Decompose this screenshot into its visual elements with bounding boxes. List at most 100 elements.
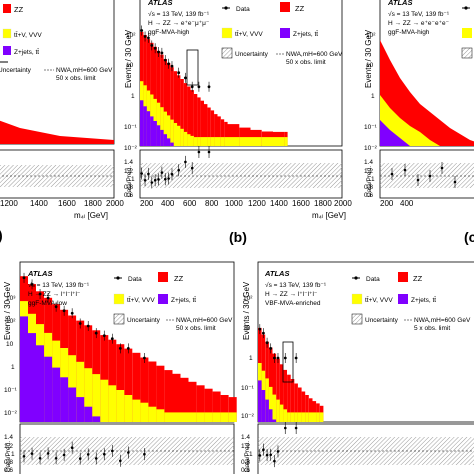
stack-bar-ttvvvv	[196, 412, 205, 422]
ylabel-ratio-b: Data/Pred.	[126, 166, 133, 197]
ytick-d-5: 10⁻²	[4, 410, 18, 417]
stack-bar-ttvvvv	[132, 399, 141, 422]
ytick-d-1: 10²	[6, 318, 16, 325]
stack-bar-ttvvvv	[316, 412, 320, 422]
stack-bar-ttvvvv	[224, 137, 228, 146]
ratio-point	[167, 177, 170, 180]
stack-bar-zjetstt	[44, 356, 53, 422]
ratio-point	[157, 178, 160, 181]
xtick-a-1800: 1800	[84, 199, 102, 208]
legend-uncertainty-label-d: Uncertainty	[127, 317, 161, 324]
stack-bar-zz	[197, 97, 201, 146]
stack-bar-zjetstt	[156, 125, 161, 146]
legend-zjets-label-e: Z+jets, tt̄	[411, 296, 436, 304]
stack-bar-ttvvvv	[166, 115, 171, 146]
stack-bar-ttvvvv	[197, 137, 201, 146]
stack-bar-ttvvvv	[92, 374, 101, 422]
legend-data-label-d: Data	[128, 276, 142, 283]
stack-bar-ttvvvv	[164, 412, 173, 422]
atlas-label-c: ATLAS	[387, 0, 412, 7]
panel-a: ZZ tt̄+V, VVV Z+jets, tt̄ Uncertainty NW…	[0, 0, 124, 243]
stack-bar-ttvvvv	[250, 137, 262, 146]
xtick-b-1200: 1200	[248, 199, 266, 208]
ratio-point	[153, 178, 157, 182]
stack-bar-zz	[163, 59, 167, 146]
ylabel-ratio-d: Data/Pred.	[5, 441, 12, 472]
ratio-point	[103, 452, 106, 456]
process-label-c: H → ZZ → e⁺e⁻e⁺e⁻	[388, 20, 450, 27]
stack-bar-zz	[279, 364, 284, 422]
stack-bar-zjetstt	[28, 333, 36, 422]
legend-uncertainty-label-b: Uncertainty	[235, 51, 269, 58]
ytick-e-0: 10²	[243, 295, 253, 302]
legend-nwa-scale-d: 50 x obs. limit	[176, 325, 216, 332]
stack-bar-zz	[166, 63, 171, 146]
ratio-ytick-b-0: 1.4	[124, 159, 133, 166]
legend-zz-swatch-a	[3, 4, 11, 13]
data-point	[102, 334, 106, 337]
legend-nwa-label-b: NWA,mH=600 GeV	[286, 51, 343, 58]
ytick-e-1: 10	[243, 325, 251, 332]
ratio-point	[284, 426, 287, 430]
data-point	[30, 283, 34, 286]
stack-bar-ttvvvv	[140, 402, 149, 422]
ylabel-d: Events / 30 GeV	[3, 281, 12, 340]
ratio-point	[38, 457, 42, 460]
stack-bar-zz	[200, 100, 204, 146]
ytick-d-3: 1	[11, 364, 15, 371]
ratio-point	[150, 181, 154, 184]
ratio-point	[416, 178, 420, 182]
stack-bar-zz	[150, 42, 154, 146]
xtick-b-400: 400	[161, 199, 175, 208]
xtick-b-1800: 1800	[314, 199, 332, 208]
ylabel-c: Events / 30 GeV	[364, 29, 373, 88]
xtick-a-1400: 1400	[30, 199, 48, 208]
svg-text:): )	[0, 227, 3, 243]
stack-bar-zz	[140, 357, 149, 422]
ratio-point	[70, 446, 74, 450]
ratio-point	[30, 452, 34, 455]
stack-bar-zz	[193, 94, 198, 146]
legend-zjets-label-a: Z+jets, tt̄	[14, 48, 39, 56]
stack-bar-ttvvvv	[301, 412, 306, 422]
data-point	[167, 62, 171, 66]
stack-bar-zjetstt	[76, 397, 85, 422]
category-label-d: ggF-MVA-low	[28, 300, 67, 307]
xtick-b-2000: 2000	[334, 199, 352, 208]
data-point	[143, 35, 147, 38]
stack-bar-ttv	[380, 95, 440, 146]
ratio-point	[86, 453, 90, 456]
ratio-ytick-e-3: 0.8	[241, 459, 250, 466]
ylabel-b: Events / 30 GeV	[124, 29, 133, 88]
ytick-d-0: 10³	[6, 295, 16, 302]
ratio-point	[453, 180, 457, 184]
stack-bar-ttvvvv	[305, 412, 309, 422]
category-label-b: ggF-MVA-high	[148, 29, 190, 36]
stack-bar-ttvvvv	[228, 412, 237, 422]
ratio-point	[111, 449, 114, 453]
legend-ttv-label-b: tt̄+V, VVV	[235, 30, 263, 38]
panel-a-stack	[0, 120, 114, 144]
stack-bar-zz	[276, 358, 280, 422]
xtick-b-200: 200	[140, 199, 154, 208]
panel-b-uncertainty-band	[140, 163, 342, 188]
stack-bar-zz	[217, 116, 221, 146]
ratio-point	[54, 457, 58, 460]
stack-bar-ttvvvv	[273, 137, 285, 146]
stack-bar-zjetstt	[258, 380, 262, 422]
data-point	[54, 305, 58, 309]
stack-bar-zz	[0, 120, 114, 144]
stack-bar-zz	[108, 339, 117, 422]
data-point	[190, 85, 194, 89]
stack-bar-zz	[172, 373, 181, 422]
stack-bar-ttvvvv	[204, 137, 208, 146]
stack-bar-zz	[207, 107, 211, 146]
panel-e-signal	[282, 341, 294, 383]
data-point	[177, 71, 181, 75]
stack-bar-zz	[287, 374, 291, 422]
stack-bar-ttvvvv	[84, 368, 93, 422]
stack-bar-zz	[212, 391, 221, 422]
panel-e-ratio-points	[258, 422, 298, 468]
stack-bar-ttvvvv	[160, 107, 164, 146]
data-point	[276, 356, 280, 360]
